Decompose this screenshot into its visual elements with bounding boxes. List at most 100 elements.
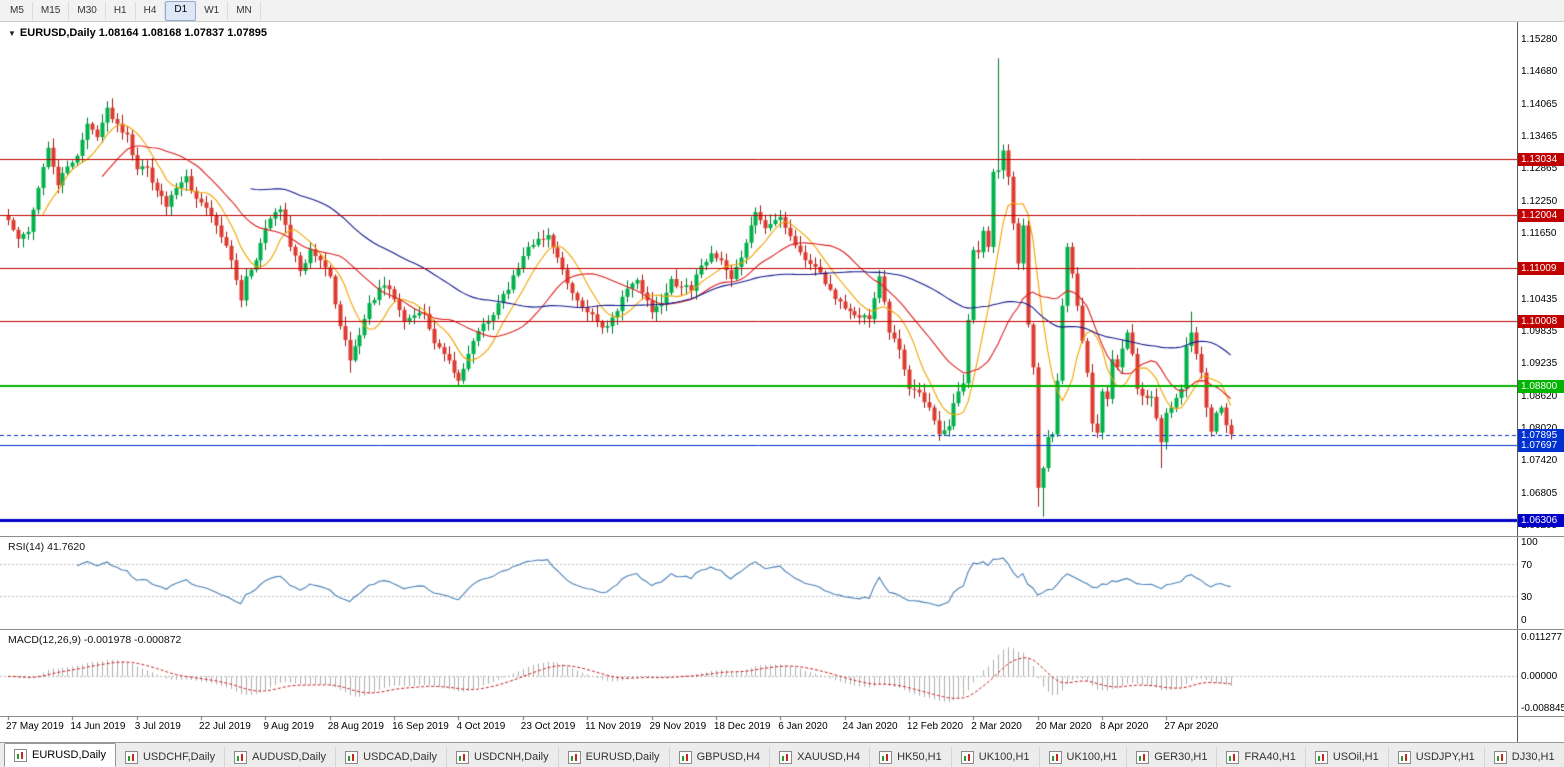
price-level-badge: 1.06306: [1518, 513, 1564, 527]
timeframe-button-d1[interactable]: D1: [165, 0, 197, 21]
rsi-name: RSI(14): [8, 541, 45, 553]
chart-tab-label: HK50,H1: [897, 751, 942, 763]
timeframe-button-h1[interactable]: H1: [106, 1, 136, 20]
chart-tab-eurusd-daily[interactable]: EURUSD,Daily: [559, 747, 670, 767]
rsi-axis-tick: 0: [1521, 615, 1527, 626]
chart-tab-audusd-daily[interactable]: AUDUSD,Daily: [225, 747, 337, 767]
time-axis-label: 8 Apr 2020: [1099, 721, 1149, 732]
chart-tab-icon: [678, 750, 692, 764]
chart-tab-icon: [567, 750, 581, 764]
price-axis-tick: 1.11650: [1521, 228, 1557, 240]
chart-tab-label: USDJPY,H1: [1415, 751, 1475, 763]
chart-tab-gbpusd-h4[interactable]: GBPUSD,H4: [670, 747, 771, 767]
chart-tab-usdcnh-daily[interactable]: USDCNH,Daily: [447, 747, 559, 767]
time-axis-label: 9 Aug 2019: [263, 721, 314, 732]
chart-tab-label: FRA40,H1: [1244, 751, 1296, 763]
macd-axis-tick: 0.00000: [1521, 671, 1558, 683]
price-axis[interactable]: 1.15280 1.14680 1.14065 1.13465 1.12865 1.122…: [1517, 22, 1564, 742]
price-level-badge: 1.07697: [1518, 439, 1564, 453]
time-axis-label: 6 Jan 2020: [778, 721, 828, 732]
chart-tab-icon: [1397, 750, 1411, 764]
panel-separator-macd-timeaxis: [0, 716, 1564, 717]
price-level-badge: 1.08800: [1518, 380, 1564, 394]
time-axis-label: 4 Oct 2019: [456, 721, 506, 732]
chart-tab-label: DJ30,H1: [1511, 751, 1555, 763]
time-axis-label: 20 Mar 2020: [1035, 721, 1092, 732]
rsi-value: 41.7620: [47, 541, 86, 553]
chart-tab-icon: [234, 750, 248, 764]
time-axis-label: 16 Sep 2019: [392, 721, 449, 732]
chart-tab-uk100-h1[interactable]: UK100,H1: [952, 747, 1040, 767]
timeframe-button-m15[interactable]: M15: [33, 1, 70, 20]
time-axis-label: 23 Oct 2019: [520, 721, 576, 732]
macd-axis-tick: -0.008845: [1521, 702, 1564, 714]
price-level-badge: 1.13034: [1518, 153, 1564, 167]
price-axis-tick: 1.14065: [1521, 99, 1558, 111]
chart-tab-dj30-h1[interactable]: DJ30,H1: [1485, 747, 1564, 767]
chart-tab-fra40-h1[interactable]: FRA40,H1: [1217, 747, 1306, 767]
chart-tab-ger30-h1[interactable]: GER30,H1: [1127, 747, 1218, 767]
price-chart-canvas[interactable]: [0, 22, 1517, 742]
price-level-badge: 1.11009: [1518, 261, 1564, 275]
time-axis-label: 3 Jul 2019: [134, 721, 181, 732]
timeframe-button-m30[interactable]: M30: [69, 1, 106, 20]
chart-tab-usdjpy-h1[interactable]: USDJPY,H1: [1389, 747, 1485, 767]
macd-name: MACD(12,26,9): [8, 634, 81, 646]
macd-values: -0.001978 -0.000872: [83, 634, 182, 646]
price-axis-tick: 1.07420: [1521, 454, 1558, 466]
chart-tab-usoil-h1[interactable]: USOil,H1: [1306, 747, 1389, 767]
panel-separator-main-rsi[interactable]: [0, 536, 1564, 537]
macd-axis-tick: 0.011277: [1521, 631, 1562, 643]
chart-tab-icon: [345, 750, 359, 764]
time-axis-label: 11 Nov 2019: [585, 721, 642, 732]
time-axis-label: 14 Jun 2019: [70, 721, 126, 732]
price-axis-tick: 1.08020: [1521, 423, 1557, 434]
chart-tab-label: UK100,H1: [1066, 751, 1118, 763]
chart-tab-label: EURUSD,Daily: [32, 749, 106, 761]
chart-tab-label: USOil,H1: [1332, 751, 1379, 763]
chart-tab-label: USDCHF,Daily: [142, 751, 216, 763]
price-axis-tick: 1.09835: [1521, 325, 1558, 337]
chart-tab-label: USDCNH,Daily: [474, 751, 549, 763]
chart-tab-icon: [1136, 750, 1150, 764]
chart-ohlc-values: 1.08164 1.08168 1.07837 1.07895: [98, 27, 267, 39]
chart-tab-label: AUDUSD,Daily: [252, 751, 327, 763]
timeframe-button-h4[interactable]: H4: [136, 1, 166, 20]
panel-separator-rsi-macd[interactable]: [0, 629, 1564, 630]
symbol-dropdown-icon[interactable]: ▼: [8, 29, 16, 38]
chart-tab-icon: [779, 750, 793, 764]
chart-tab-icon: [1493, 750, 1507, 764]
chart-tab-label: GBPUSD,H4: [696, 751, 761, 763]
chart-tab-label: UK100,H1: [978, 751, 1030, 763]
chart-tab-icon: [456, 750, 470, 764]
price-level-badge: 1.07895: [1518, 428, 1564, 442]
price-axis-tick: 1.10435: [1521, 293, 1558, 305]
chart-tab-hk50-h1[interactable]: HK50,H1: [870, 747, 952, 767]
chart-tab-xauusd-h4[interactable]: XAUUSD,H4: [770, 747, 871, 767]
chart-tab-usdchf-daily[interactable]: USDCHF,Daily: [116, 747, 226, 767]
time-axis-label: 28 Aug 2019: [327, 721, 384, 732]
time-axis-label: 27 May 2019: [6, 721, 64, 732]
price-axis-tick: 1.14680: [1521, 66, 1558, 78]
timeframe-toolbar: M5 M15 M30 H1 H4 D1 W1 MN: [0, 0, 1564, 22]
timeframe-button-m5[interactable]: M5: [2, 1, 33, 20]
chart-region: ▼ EURUSD,Daily 1.08164 1.08168 1.07837 1.…: [0, 22, 1564, 742]
price-level-badge: 1.10008: [1518, 315, 1564, 329]
chart-tab-uk100-h1[interactable]: UK100,H1: [1040, 747, 1128, 767]
chart-title: ▼ EURUSD,Daily 1.08164 1.08168 1.07837 1.…: [8, 27, 267, 39]
time-axis-label: 29 Nov 2019: [649, 721, 707, 732]
chart-tab-label: XAUUSD,H4: [797, 751, 861, 763]
timeframe-button-w1[interactable]: W1: [196, 1, 229, 20]
price-axis-tick: 1.13465: [1521, 131, 1558, 143]
chart-tab-usdcad-daily[interactable]: USDCAD,Daily: [336, 747, 448, 767]
chart-tab-icon: [1048, 750, 1062, 764]
price-axis-tick: 1.09235: [1521, 357, 1558, 369]
time-axis-label: 24 Jan 2020: [842, 721, 898, 732]
timeframe-button-mn[interactable]: MN: [228, 1, 261, 20]
chart-tab-icon: [1226, 750, 1240, 764]
time-axis-label: 2 Mar 2020: [971, 721, 1022, 732]
chart-tab-icon: [1314, 750, 1328, 764]
time-axis-label: 22 Jul 2019: [199, 721, 251, 732]
price-axis-tick: 1.06805: [1521, 487, 1558, 499]
chart-tab-eurusd-daily[interactable]: EURUSD,Daily: [4, 743, 116, 767]
